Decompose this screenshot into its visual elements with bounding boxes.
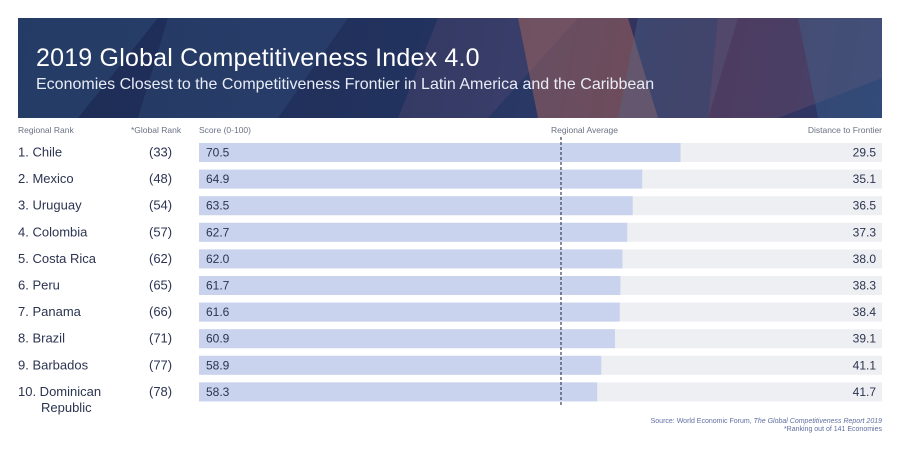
- score-bar: [199, 169, 643, 189]
- global-rank-header: *Global Rank: [131, 125, 182, 135]
- regional-average-header: Regional Average: [551, 125, 618, 135]
- ranking-footnote: *Ranking out of 141 Economies: [783, 426, 882, 433]
- country-label: 10. Dominican Republic: [18, 384, 101, 415]
- global-rank-value: (33): [149, 145, 172, 160]
- score-bar: [199, 302, 620, 322]
- distance-value-label: 39.1: [853, 332, 877, 346]
- score-bar: [199, 222, 628, 242]
- score-bar: [199, 276, 621, 295]
- distance-value-label: 41.7: [853, 385, 877, 399]
- country-label-line: 10. Dominican: [18, 384, 101, 399]
- country-label: 1. Chile: [18, 145, 62, 160]
- country-label: 3. Uruguay: [18, 198, 82, 213]
- score-bar-chart: 1. Chile (33) 70.5 29.5 2. Mexico (48) 64.9 35.…: [18, 137, 882, 415]
- source-report: The Global Competitiveness Report 2019: [753, 418, 882, 425]
- score-value-label: 63.5: [206, 199, 230, 213]
- country-label: 2. Mexico: [18, 171, 74, 186]
- country-label: 4. Colombia: [18, 224, 88, 239]
- distance-value-label: 36.5: [853, 199, 877, 213]
- country-label-line: 4. Colombia: [18, 224, 88, 239]
- country-label: 9. Barbados: [18, 357, 89, 372]
- global-rank-value: (54): [149, 198, 172, 213]
- distance-value-label: 35.1: [853, 172, 877, 186]
- country-label-line: 1. Chile: [18, 145, 62, 160]
- source-note: Source: World Economic Forum, The Global…: [651, 418, 882, 434]
- score-value-label: 61.7: [206, 279, 230, 293]
- country-label-line: 7. Panama: [18, 304, 82, 319]
- global-rank-value: (62): [149, 251, 172, 266]
- country-label-line: 8. Brazil: [18, 331, 65, 346]
- global-rank-value: (48): [149, 171, 172, 186]
- distance-value-label: 38.4: [853, 305, 877, 319]
- country-label-line: 2. Mexico: [18, 171, 74, 186]
- country-label: 6. Peru: [18, 278, 60, 293]
- global-rank-value: (57): [149, 224, 172, 239]
- global-rank-value: (65): [149, 278, 172, 293]
- country-label: 7. Panama: [18, 304, 82, 319]
- score-header: Score (0-100): [199, 125, 251, 135]
- global-rank-value: (78): [149, 384, 172, 399]
- distance-value-label: 41.1: [853, 358, 877, 372]
- distance-header: Distance to Frontier: [807, 125, 882, 135]
- score-bar: [199, 355, 602, 375]
- distance-value-label: 38.3: [853, 279, 877, 293]
- header-banner: 2019 Global Competitiveness Index 4.0 Ec…: [18, 18, 882, 118]
- distance-value-label: 38.0: [853, 252, 877, 266]
- global-rank-value: (77): [149, 357, 172, 372]
- score-bar: [199, 329, 615, 349]
- distance-value-label: 37.3: [853, 225, 877, 239]
- score-value-label: 64.9: [206, 172, 230, 186]
- regional-rank-header: Regional Rank: [18, 125, 74, 135]
- score-bar: [199, 143, 681, 162]
- global-rank-value: (71): [149, 331, 172, 346]
- global-rank-value: (66): [149, 304, 172, 319]
- score-value-label: 60.9: [206, 332, 230, 346]
- score-value-label: 61.6: [206, 305, 230, 319]
- country-label-line: 5. Costa Rica: [18, 251, 97, 266]
- source-line: Source: World Economic Forum, The Global…: [651, 418, 882, 426]
- score-value-label: 58.9: [206, 358, 230, 372]
- country-label-line: 9. Barbados: [18, 357, 89, 372]
- country-label-line: Republic: [41, 400, 92, 415]
- country-label: 5. Costa Rica: [18, 251, 97, 266]
- score-value-label: 70.5: [206, 146, 230, 160]
- country-label-line: 3. Uruguay: [18, 198, 82, 213]
- source-prefix: Source: World Economic Forum,: [650, 418, 754, 425]
- distance-value-label: 29.5: [853, 146, 877, 160]
- score-bar: [199, 196, 633, 216]
- chart-title: 2019 Global Competitiveness Index 4.0: [36, 44, 480, 72]
- score-bar: [199, 382, 598, 402]
- banner-decoration: [18, 18, 882, 118]
- score-value-label: 62.7: [206, 225, 230, 239]
- score-bar: [199, 249, 623, 269]
- score-value-label: 58.3: [206, 385, 230, 399]
- score-value-label: 62.0: [206, 252, 230, 266]
- country-label-line: 6. Peru: [18, 278, 60, 293]
- country-label: 8. Brazil: [18, 331, 65, 346]
- chart-subtitle: Economies Closest to the Competitiveness…: [36, 76, 655, 93]
